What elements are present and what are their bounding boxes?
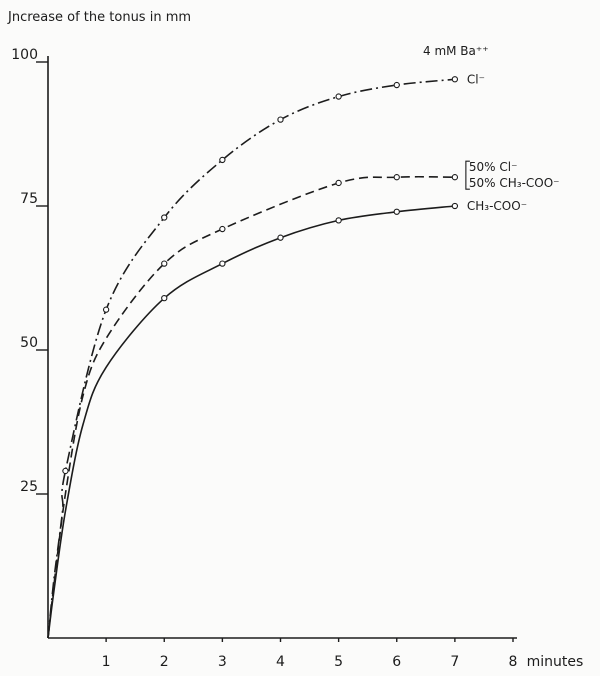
x-tick-label: 6: [392, 654, 401, 670]
y-tick-label: 25: [20, 479, 38, 495]
x-tick-label: 4: [276, 654, 285, 670]
series-label: 50% CH₃-COO⁻: [469, 176, 560, 190]
data-point: [161, 295, 168, 302]
y-tick-label: 50: [20, 335, 38, 351]
x-tick-label: 8: [509, 654, 518, 670]
x-tick-label: 3: [218, 654, 227, 670]
data-point: [102, 306, 110, 313]
data-point: [393, 208, 400, 215]
series-label: 50% Cl⁻: [469, 160, 518, 174]
series-line: [47, 78, 455, 639]
x-tick-label: 2: [160, 654, 169, 670]
condition-annotation: 4 mM Ba⁺⁺: [423, 44, 489, 58]
x-tick-label: 1: [102, 654, 111, 670]
series-2: 50% Cl⁻ 50% CH₃-COO⁻: [47, 160, 560, 639]
data-point: [161, 214, 168, 221]
data-point: [335, 217, 342, 224]
data-point: [335, 179, 342, 187]
y-tick-label: 100: [11, 47, 38, 63]
data-point: [277, 234, 284, 241]
x-tick-label: 7: [450, 654, 459, 670]
data-point: [219, 260, 226, 267]
data-point: [335, 93, 342, 100]
data-point: [62, 467, 69, 475]
series-label-brace: [465, 160, 470, 190]
x-tick-label: 5: [334, 654, 343, 670]
series-label: CH₃-COO⁻: [467, 199, 527, 213]
series-line: [47, 205, 455, 639]
x-axis-label: minutes: [527, 654, 584, 670]
y-tick-label: 75: [20, 191, 38, 207]
data-point: [393, 174, 400, 181]
data-point: [451, 174, 459, 181]
data-point: [277, 116, 284, 123]
data-point: [219, 225, 226, 233]
data-point: [451, 202, 459, 210]
series-line: [47, 175, 455, 639]
series-label: Cl⁻: [467, 72, 485, 86]
data-series: Cl⁻ 50% Cl⁻ 50% CH₃-COO⁻ CH₃-COO⁻: [47, 72, 560, 639]
chart-title: Jncrease of the tonus in mm: [7, 10, 191, 25]
axes: 25 50 75 100 1 2 3 4 5 6 7 8: [11, 47, 517, 670]
data-point: [393, 81, 400, 89]
data-point: [161, 260, 168, 267]
data-point: [219, 156, 226, 164]
series-3: CH₃-COO⁻: [47, 199, 527, 639]
data-point: [451, 76, 459, 83]
